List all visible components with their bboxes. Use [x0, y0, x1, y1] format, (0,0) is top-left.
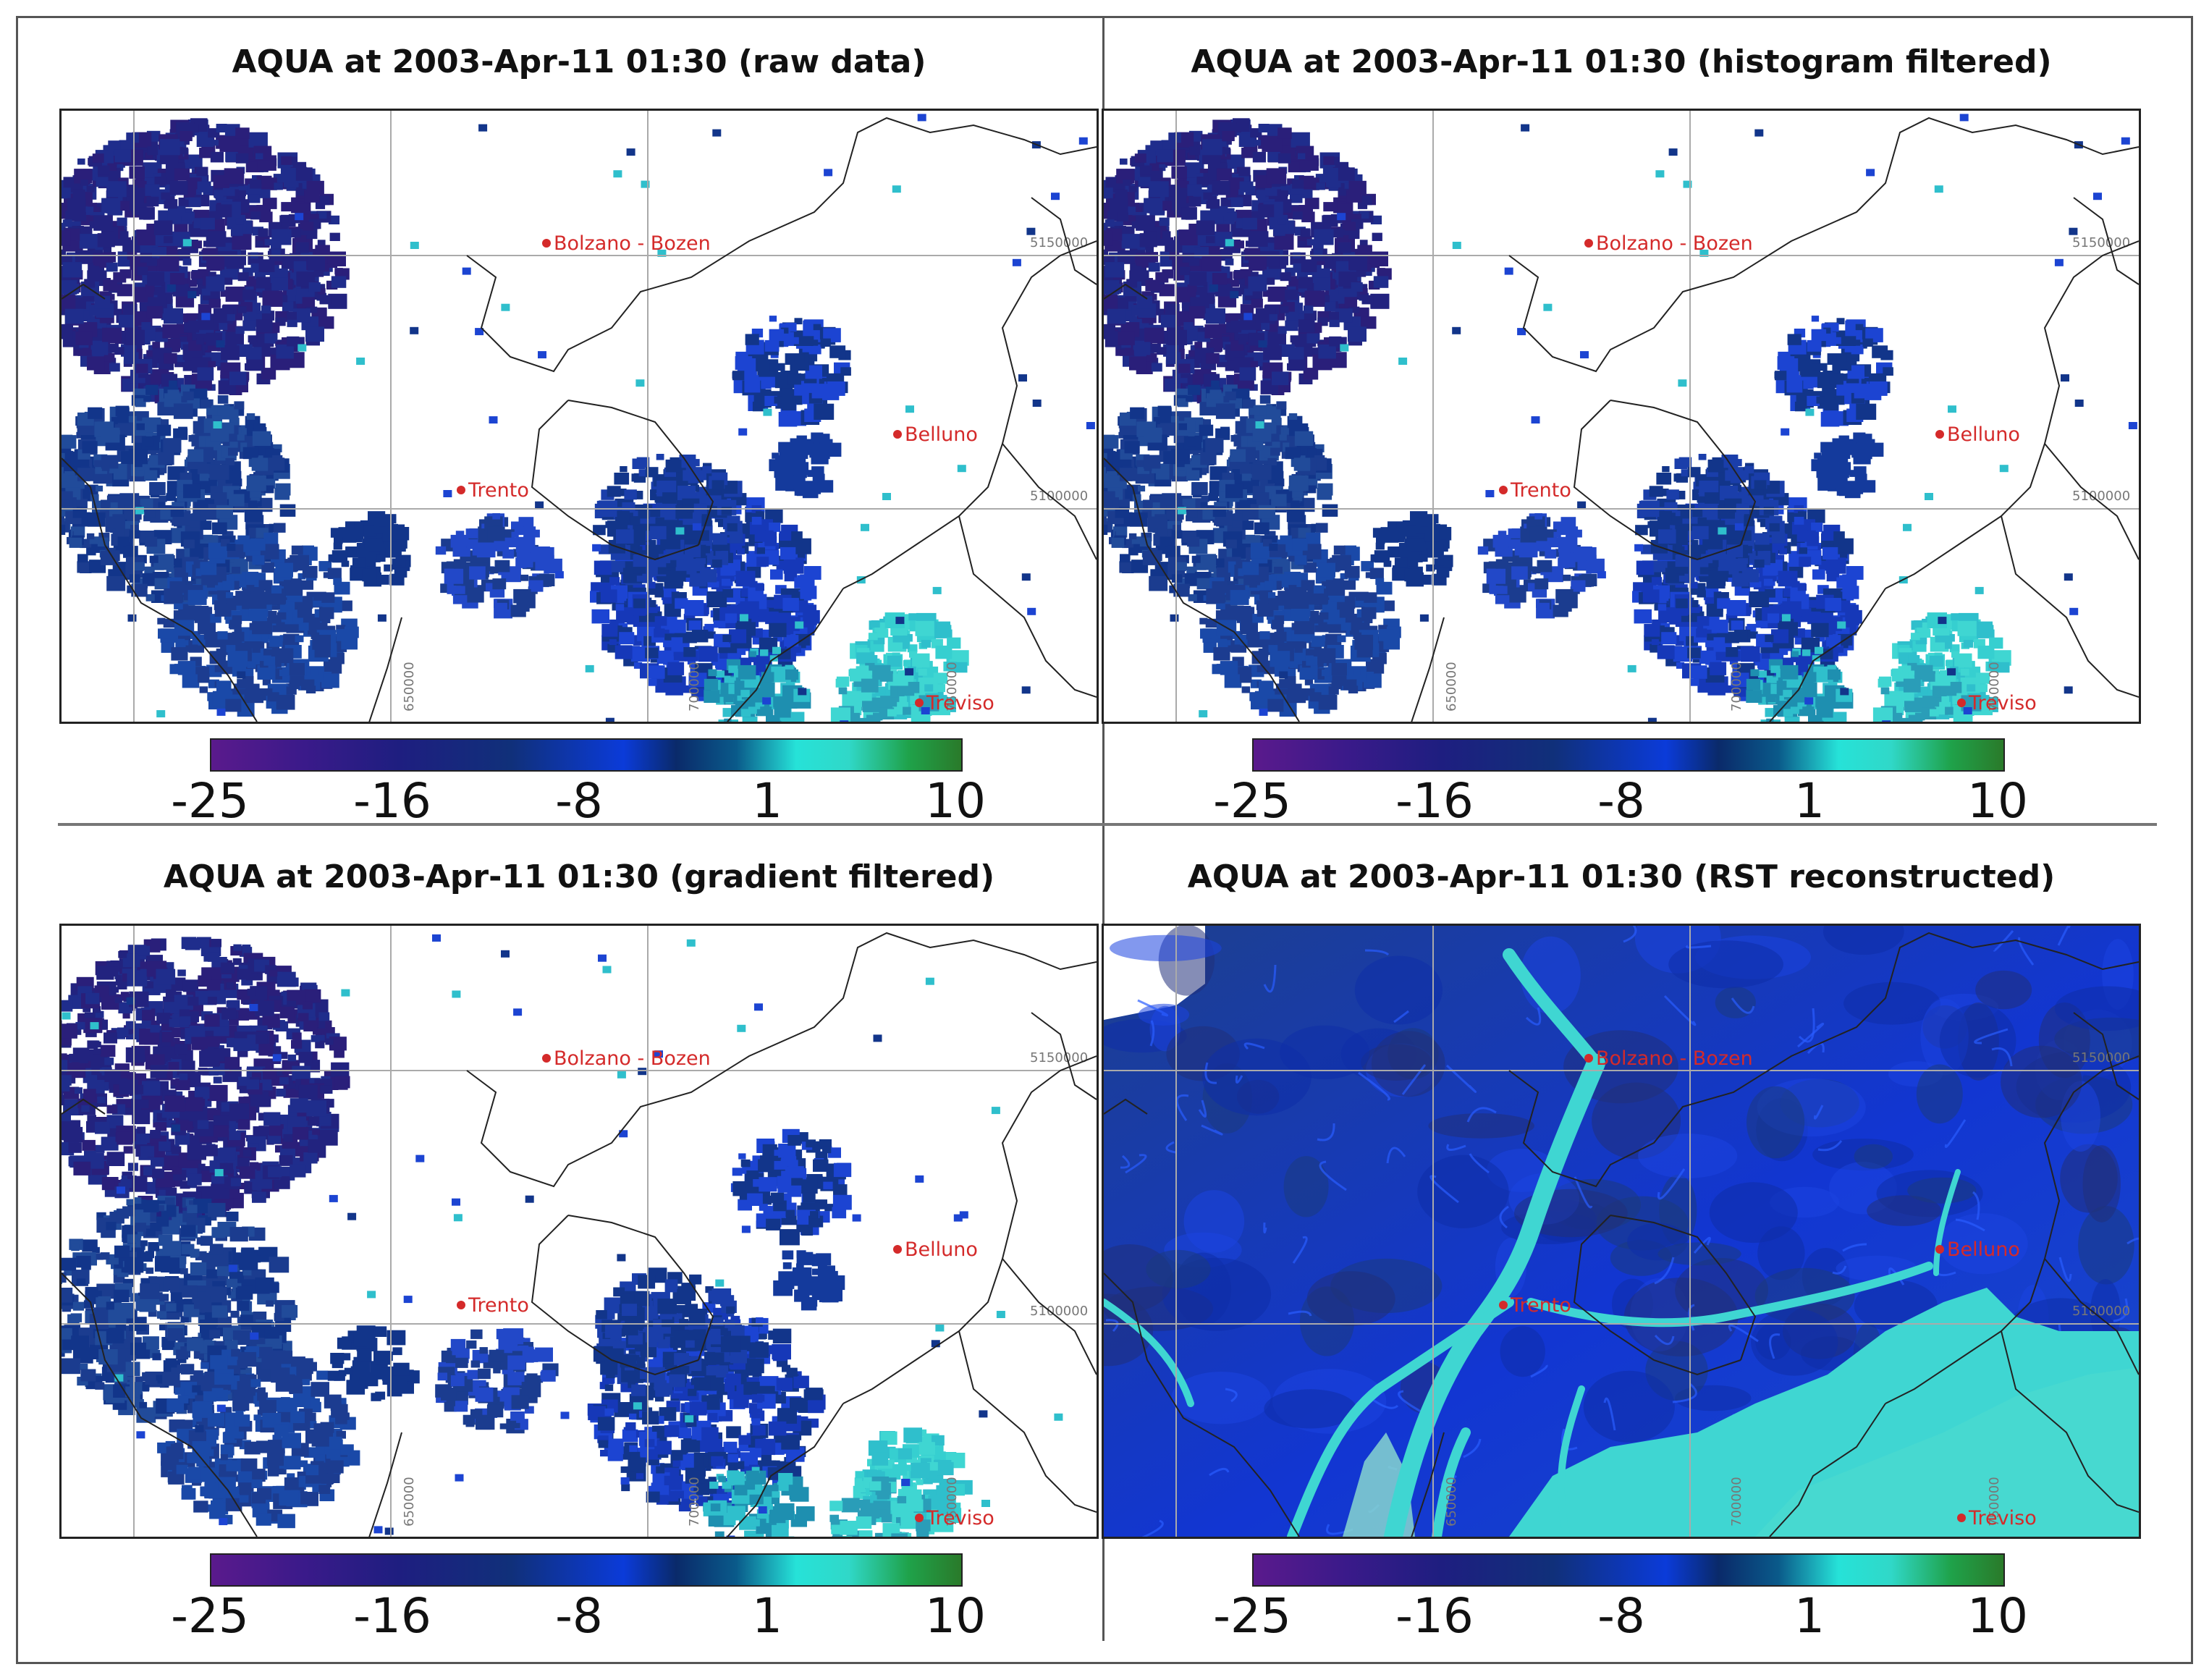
- colorbar-tick: 10: [1967, 773, 2028, 829]
- colorbar-tick: -25: [171, 773, 249, 829]
- horizontal-divider: [58, 823, 2157, 826]
- northing-label: 5100000: [2072, 489, 2130, 504]
- city-belluno: Belluno: [1935, 1238, 2020, 1261]
- map-canvas: 5150000 5100000 700000 750000 650000 Bolzano …: [1104, 111, 2139, 722]
- easting-label: 750000: [1987, 1477, 2002, 1527]
- northing-label: 5150000: [2072, 235, 2130, 250]
- figure-frame: [16, 16, 2193, 1664]
- city-bolzano: Bolzano - Bozen: [542, 232, 711, 255]
- colorbar-tick: -16: [1395, 773, 1474, 829]
- lst-pixels: [1104, 114, 2137, 722]
- svg-text:Trento: Trento: [468, 479, 529, 502]
- colorbar-tick: -16: [1395, 1588, 1474, 1644]
- city-belluno: Belluno: [893, 1238, 978, 1261]
- colorbar-tick: 10: [1967, 1588, 2028, 1644]
- vertical-divider: [1102, 16, 1104, 1641]
- svg-text:Belluno: Belluno: [905, 423, 978, 446]
- northing-label: 5150000: [1030, 1050, 1088, 1065]
- colorbar-tick: -16: [353, 773, 431, 829]
- city-treviso: Treviso: [915, 1507, 994, 1529]
- city-trento: Trento: [457, 1294, 529, 1317]
- city-treviso: Treviso: [915, 692, 994, 714]
- lst-pixels: [62, 114, 1095, 722]
- graticule: [62, 111, 1097, 722]
- city-bolzano: Bolzano - Bozen: [1584, 232, 1753, 255]
- graticule: [62, 926, 1097, 1537]
- easting-label: 650000: [1444, 1477, 1459, 1527]
- colorbar-tick: -8: [1597, 773, 1645, 829]
- easting-label: 700000: [1729, 1477, 1744, 1527]
- colorbar-tick: 1: [752, 1588, 782, 1644]
- colorbar-tick: 1: [1794, 1588, 1825, 1644]
- colorbar-tick: 1: [752, 773, 782, 829]
- easting-label: 750000: [1987, 662, 2002, 712]
- colorbar-tick: -25: [171, 1588, 249, 1644]
- easting-label: 700000: [1729, 662, 1744, 712]
- map-canvas: 5150000 5100000 700000 750000 650000 Bolzano …: [1104, 926, 2139, 1537]
- easting-label: 650000: [1444, 662, 1459, 712]
- city-trento: Trento: [457, 479, 529, 502]
- panel-title-gradient: AQUA at 2003-Apr-11 01:30 (gradient filt…: [163, 858, 995, 895]
- region-borders: [62, 932, 1097, 1537]
- colorbar-gradient: [210, 738, 963, 772]
- easting-label: 750000: [945, 1477, 960, 1527]
- colorbar-tick: -25: [1213, 1588, 1291, 1644]
- colorbar-gradient: [210, 1553, 963, 1587]
- city-trento: Trento: [1499, 479, 1571, 502]
- northing-label: 5100000: [2072, 1304, 2130, 1319]
- northing-label: 5100000: [1030, 1304, 1088, 1319]
- northing-label: 5100000: [1030, 489, 1088, 504]
- city-treviso: Treviso: [1957, 1507, 2037, 1529]
- map-raw-data: 5150000 5100000 700000 750000 650000 Bolzano …: [59, 109, 1099, 724]
- city-belluno: Belluno: [1935, 423, 2020, 446]
- map-gradient-filtered: 5150000 5100000 700000 750000 650000 Bolzano …: [59, 924, 1099, 1539]
- rst-surface: [1104, 926, 2139, 1537]
- easting-label: 750000: [945, 662, 960, 712]
- colorbar-tick: 10: [925, 1588, 986, 1644]
- svg-text:Bolzano - Bozen: Bolzano - Bozen: [554, 232, 711, 255]
- colorbar-tick: 1: [1794, 773, 1825, 829]
- valley-network: [1104, 948, 1961, 1537]
- easting-label: 650000: [402, 1477, 417, 1527]
- map-rst-reconstructed: 5150000 5100000 700000 750000 650000 Bolzano …: [1102, 924, 2141, 1539]
- graticule: [1104, 111, 2139, 722]
- colorbar-tick: -25: [1213, 773, 1291, 829]
- colorbar-gradient: [1252, 738, 2005, 772]
- colorbar-tick: -8: [555, 1588, 603, 1644]
- northing-label: 5150000: [2072, 1050, 2130, 1065]
- colorbar-gradient: [1252, 1553, 2005, 1587]
- city-bolzano: Bolzano - Bozen: [542, 1047, 711, 1070]
- map-histogram-filtered: 5150000 5100000 700000 750000 650000 Bolzano …: [1102, 109, 2141, 724]
- panel-title-rst: AQUA at 2003-Apr-11 01:30 (RST reconstru…: [1187, 858, 2056, 895]
- panel-title-histogram: AQUA at 2003-Apr-11 01:30 (histogram fil…: [1191, 43, 2052, 80]
- region-borders: [62, 117, 1097, 722]
- colorbar-tick: -16: [353, 1588, 431, 1644]
- region-borders: [1104, 932, 2139, 1537]
- svg-text:Treviso: Treviso: [926, 692, 994, 714]
- city-treviso: Treviso: [1957, 692, 2037, 714]
- map-canvas: 5150000 5100000 700000 750000 650000 Bolzano …: [62, 111, 1097, 722]
- city-belluno: Belluno: [893, 423, 978, 446]
- easting-label: 700000: [687, 1477, 702, 1527]
- easting-label: 650000: [402, 662, 417, 712]
- colorbar-tick: -8: [555, 773, 603, 829]
- northing-label: 5150000: [1030, 235, 1088, 250]
- city-trento: Trento: [1499, 1294, 1571, 1317]
- map-canvas: 5150000 5100000 700000 750000 650000 Bolzano …: [62, 926, 1097, 1537]
- colorbar-tick: -8: [1597, 1588, 1645, 1644]
- easting-label: 700000: [687, 662, 702, 712]
- panel-title-raw: AQUA at 2003-Apr-11 01:30 (raw data): [232, 43, 926, 80]
- region-borders: [1104, 117, 2139, 722]
- graticule: [1104, 926, 2139, 1537]
- colorbar-tick: 10: [925, 773, 986, 829]
- lst-pixels: [62, 934, 1063, 1537]
- city-bolzano: Bolzano - Bozen: [1584, 1047, 1753, 1070]
